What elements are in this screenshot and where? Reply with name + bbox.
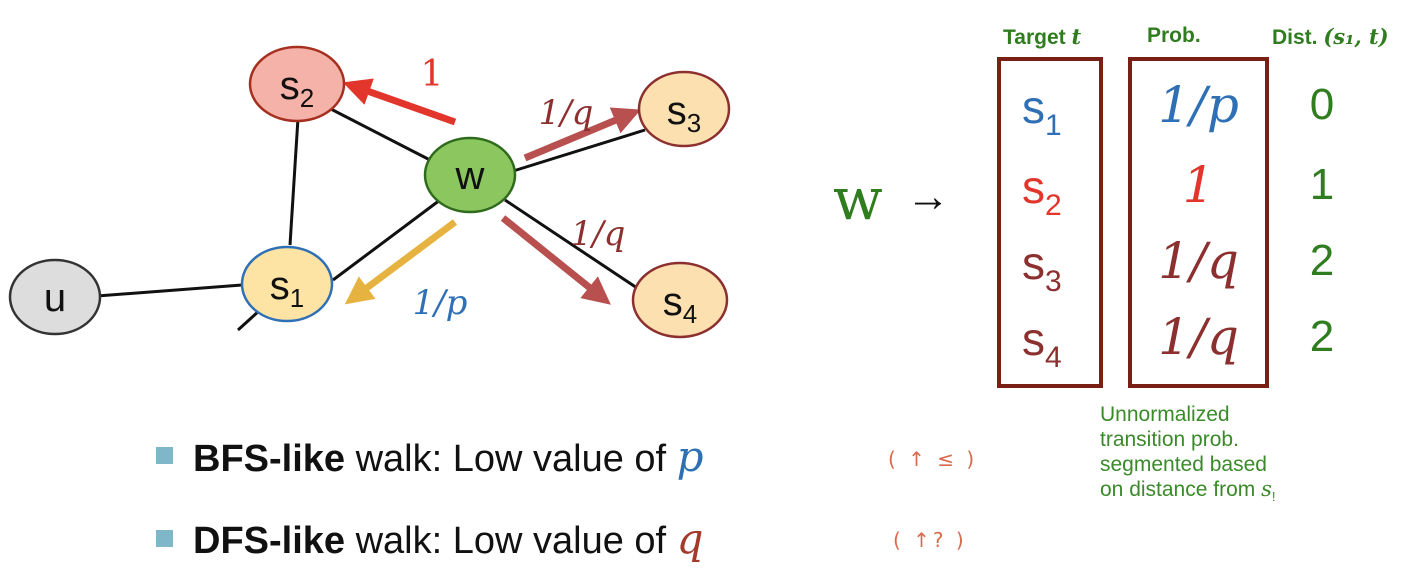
bullet-marker <box>156 447 173 464</box>
caption-line: on distance from s! <box>1100 477 1276 505</box>
node-s2 <box>248 45 346 123</box>
header-prob: Prob. <box>1147 24 1201 47</box>
edge-s1-stub <box>236 308 262 332</box>
edge-label-s4: 1/q <box>571 214 626 254</box>
target-column-box <box>997 57 1103 388</box>
bullet-marker <box>156 530 173 547</box>
node-u-label: u <box>44 276 66 320</box>
row-label-w: w <box>833 165 883 233</box>
prob-column-box <box>1128 57 1269 388</box>
edge-w-s4 <box>504 198 641 292</box>
edge-label-s1: 1/p <box>413 283 468 323</box>
table-cell-prob: 1/q <box>1158 232 1239 290</box>
handwritten-note-bfs: ( ↑ ≤ ) <box>888 447 978 471</box>
edge-s2-w <box>324 104 431 162</box>
table-cell-prob: 1 <box>1182 156 1215 214</box>
bullet-dfs: DFS-like walk: Low value of q <box>193 514 704 563</box>
handwritten-note-dfs: ( ↑? ) <box>893 528 967 552</box>
table-cell-dist: 2 <box>1309 236 1335 285</box>
table-cell-target: s2 <box>1022 161 1062 222</box>
caption-line: segmented based <box>1100 453 1267 476</box>
table-cell-target: s4 <box>1022 313 1062 374</box>
bullet-bfs: BFS-like walk: Low value of p <box>193 432 704 481</box>
node-s4-label: s4 <box>663 280 697 329</box>
edge-label-s3: 1/q <box>539 93 594 133</box>
node-s1-label: s1 <box>270 264 304 313</box>
table-cell-target: s1 <box>1022 81 1062 142</box>
table-cell-dist: 1 <box>1309 160 1335 209</box>
arrow-right-icon: → <box>906 172 950 221</box>
caption: Unnormalized transition prob. segmented … <box>1100 402 1276 509</box>
caption-line: Unnormalized <box>1100 403 1230 426</box>
table-cell-target: s3 <box>1022 237 1062 298</box>
header-dist: Dist. (s₁, t) <box>1272 24 1389 49</box>
arrow-w-to-s2 <box>342 78 457 126</box>
caption-line: transition prob. <box>1100 428 1239 451</box>
edge-label-s2: 1 <box>421 54 444 95</box>
arrow-w-to-s3 <box>523 107 641 162</box>
edge-w-s1 <box>332 198 441 282</box>
arrow-w-to-s4 <box>500 215 611 305</box>
node-s3 <box>637 70 731 148</box>
graph-edges <box>96 104 646 332</box>
edge-s2-s1 <box>288 117 300 246</box>
node-s4 <box>631 261 729 339</box>
table-cell-dist: 0 <box>1309 80 1335 129</box>
edge-u-s1 <box>96 283 243 298</box>
table-cell-dist: 2 <box>1309 312 1335 361</box>
table-cell-prob: 1/q <box>1158 308 1239 366</box>
arrow-w-to-s1 <box>344 219 458 305</box>
node-s1 <box>240 245 334 323</box>
edge-w-s3 <box>509 128 646 174</box>
node-w <box>423 136 517 214</box>
node-s3-label: s3 <box>667 89 701 138</box>
header-target: Target t <box>1003 24 1082 49</box>
table-cell-prob: 1/p <box>1158 76 1239 134</box>
node-s2-label: s2 <box>280 64 314 113</box>
node-w-label: w <box>455 154 485 198</box>
node-u <box>8 258 102 336</box>
